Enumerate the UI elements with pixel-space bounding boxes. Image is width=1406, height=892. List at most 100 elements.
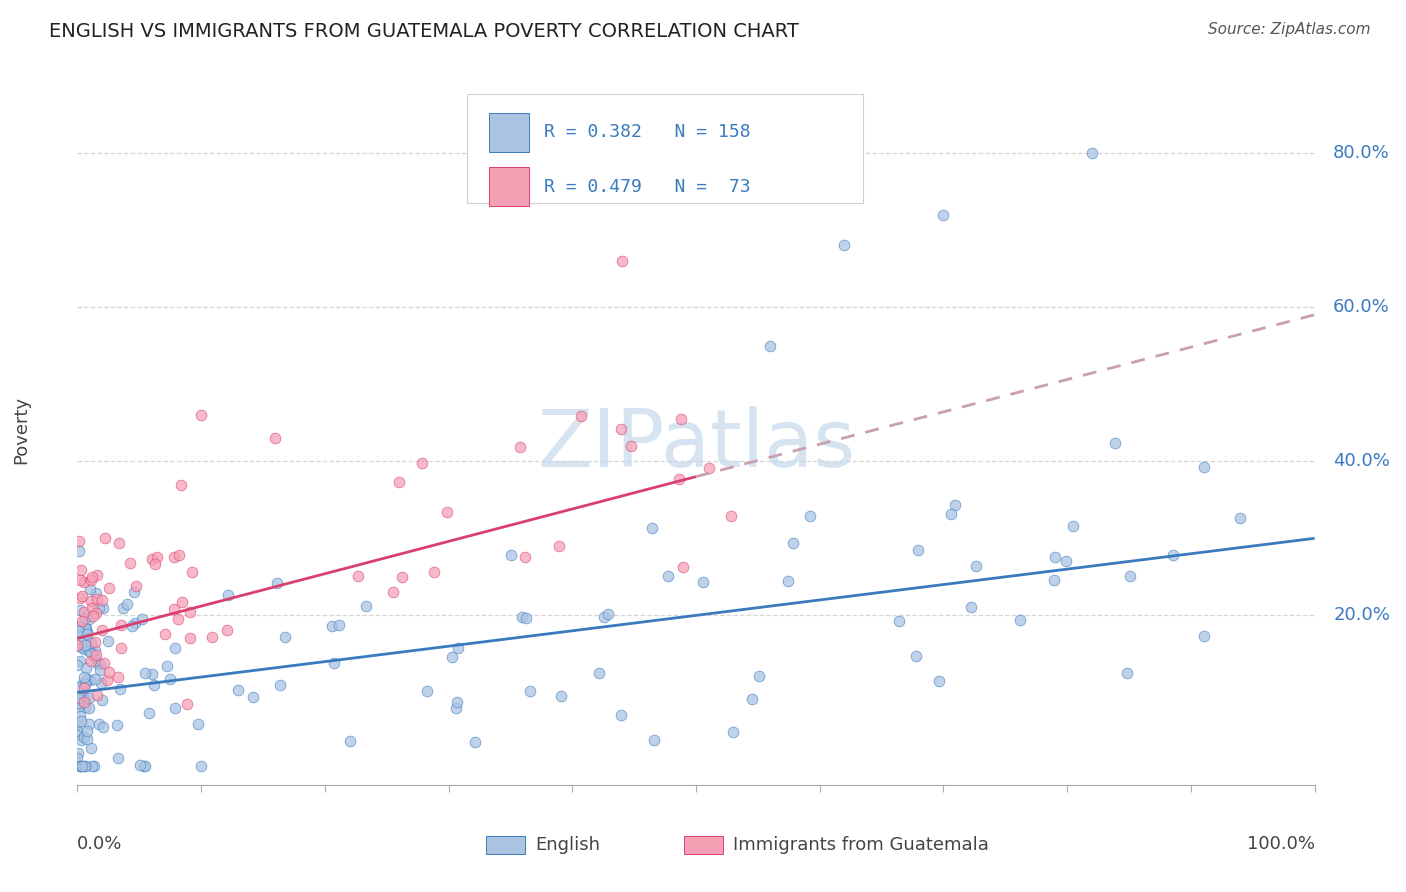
Point (499, 548, 522, 562)
Point (108, 681, 131, 696)
Point (77, 638, 100, 652)
Point (86, 657, 108, 671)
Point (82, 609, 104, 624)
Point (73, 574, 96, 589)
Point (354, 599, 377, 613)
Point (72, 758, 94, 772)
Point (69, 603, 91, 617)
Point (73, 641, 96, 656)
Text: R = 0.479   N =  73: R = 0.479 N = 73 (544, 178, 751, 196)
Point (588, 665, 610, 680)
Point (76, 627, 98, 641)
Point (167, 548, 190, 562)
Point (391, 570, 413, 584)
Point (129, 758, 152, 772)
Point (70, 640, 93, 654)
Point (67, 725, 90, 739)
Text: 60.0%: 60.0% (1333, 298, 1391, 316)
Point (67, 693, 90, 707)
Point (69, 758, 91, 772)
Point (73, 611, 96, 625)
Point (464, 734, 486, 748)
Point (66, 624, 89, 639)
Point (69, 563, 91, 577)
Point (513, 550, 536, 565)
Point (138, 706, 160, 721)
Point (134, 758, 156, 772)
Point (77, 691, 100, 706)
Point (167, 612, 190, 626)
Point (550, 689, 572, 703)
Point (67, 619, 90, 633)
Point (592, 609, 614, 624)
Point (1062, 518, 1084, 533)
Point (66, 751, 89, 765)
Point (156, 658, 179, 673)
Point (515, 611, 537, 625)
FancyBboxPatch shape (467, 94, 863, 203)
Point (72, 690, 94, 704)
Point (669, 412, 692, 426)
Point (97, 582, 120, 596)
Point (67, 533, 90, 548)
Point (79, 636, 101, 650)
Point (141, 667, 163, 681)
Point (79, 582, 101, 596)
Point (86, 567, 108, 582)
Point (79, 741, 101, 756)
Point (97, 665, 120, 679)
Point (180, 565, 202, 579)
Point (692, 574, 714, 589)
Bar (489, 168, 529, 206)
Bar (489, 112, 529, 152)
Text: 40.0%: 40.0% (1333, 452, 1391, 470)
Point (423, 565, 446, 579)
Point (190, 758, 212, 772)
Point (84, 586, 107, 600)
Point (70, 615, 93, 629)
Point (97, 634, 120, 648)
Point (416, 684, 439, 698)
Point (242, 690, 264, 704)
Point (105, 718, 128, 732)
Point (759, 338, 782, 352)
Point (75, 660, 97, 674)
Point (107, 750, 129, 764)
Point (274, 630, 297, 644)
Point (91, 720, 114, 734)
Point (70, 714, 93, 729)
Point (84, 648, 107, 662)
Point (643, 732, 665, 747)
Point (69, 574, 91, 588)
Point (73, 731, 96, 745)
Point (215, 623, 238, 637)
Point (86, 688, 108, 702)
Point (668, 472, 690, 486)
Point (82, 758, 104, 772)
Point (266, 575, 288, 590)
Point (66, 747, 89, 761)
Point (69, 625, 91, 640)
Point (519, 683, 541, 698)
Point (90, 676, 112, 690)
Point (1192, 460, 1215, 475)
Point (782, 535, 804, 549)
Point (965, 558, 987, 573)
Point (441, 650, 464, 665)
Point (201, 630, 224, 644)
Point (939, 507, 962, 521)
Point (269, 678, 291, 692)
Point (66, 619, 89, 633)
Point (172, 595, 194, 609)
Point (94, 531, 117, 545)
Point (1119, 569, 1142, 583)
Point (73, 605, 96, 619)
Point (83, 635, 105, 649)
Point (75, 621, 97, 635)
Point (75, 676, 97, 690)
Point (73, 758, 96, 772)
Point (90, 624, 112, 638)
Point (83, 758, 105, 772)
Point (75, 639, 97, 653)
Point (86, 591, 108, 606)
